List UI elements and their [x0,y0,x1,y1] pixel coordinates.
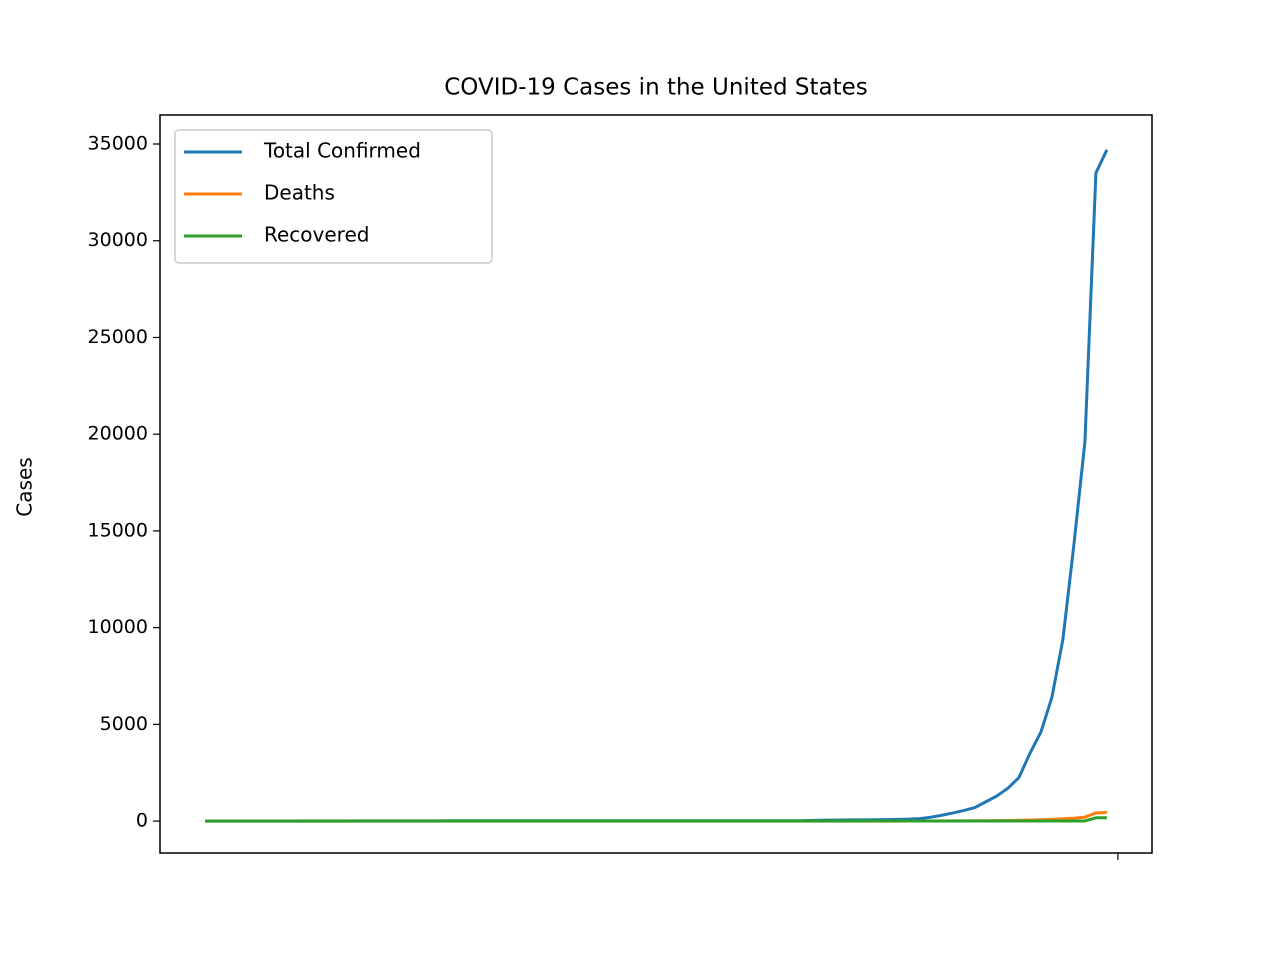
y-tick-label: 0 [136,810,148,832]
legend-label: Total Confirmed [263,139,421,163]
y-tick-label: 30000 [88,229,148,251]
legend-label: Recovered [264,223,369,247]
y-axis-label: Cases [13,457,37,516]
series-line [205,816,1107,823]
y-tick-label: 25000 [88,326,148,348]
y-tick-label: 5000 [100,713,148,735]
y-tick-label: 20000 [88,423,148,445]
y-tick-label: 35000 [88,133,148,155]
y-tick-label: 15000 [88,519,148,541]
plot-frame [159,114,1153,854]
legend-box [174,129,493,264]
chart-title: COVID-19 Cases in the United States [444,75,868,101]
legend-label: Deaths [264,181,335,205]
y-tick-label: 10000 [88,616,148,638]
